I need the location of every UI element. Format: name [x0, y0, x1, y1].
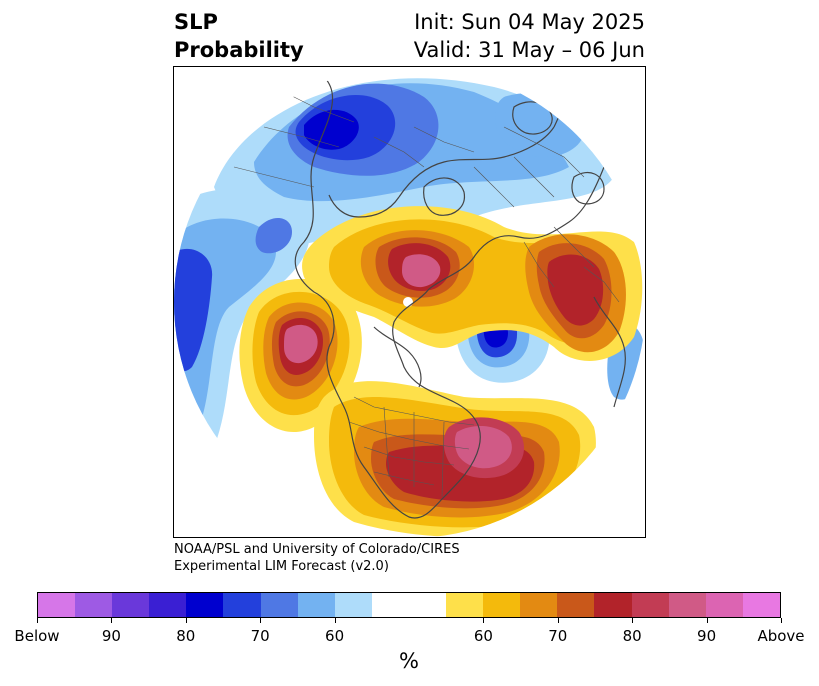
below-shading-left	[174, 188, 310, 471]
colorbar-segment	[260, 593, 298, 617]
forecast-map-svg	[174, 67, 645, 537]
colorbar-tick	[334, 618, 336, 623]
colorbar-tick-label: 80	[622, 627, 642, 645]
colorbar-segment	[631, 593, 669, 617]
colorbar-tick	[37, 618, 38, 623]
title-variable: SLP	[174, 10, 218, 34]
colorbar-segment	[38, 593, 76, 617]
colorbar	[37, 592, 781, 618]
title-type: Probability	[174, 38, 304, 62]
colorbar-tick	[111, 618, 113, 623]
colorbar-segment	[594, 593, 632, 617]
coastlines	[294, 76, 626, 519]
colorbar-segment	[297, 593, 335, 617]
colorbar-unit: %	[399, 649, 419, 673]
colorbar-tick	[706, 618, 708, 623]
colorbar-segment	[705, 593, 743, 617]
colorbar-tick-label: Above	[757, 627, 805, 645]
colorbar-segment	[223, 593, 261, 617]
colorbar-tick-label: 60	[473, 627, 493, 645]
chart-title-left: SLP Probability	[174, 8, 304, 64]
colorbar-tick-label: 90	[697, 627, 717, 645]
colorbar-segment	[371, 593, 409, 617]
colorbar-tick-label: 70	[250, 627, 270, 645]
colorbar-segment	[186, 593, 224, 617]
colorbar-tick	[557, 618, 559, 623]
colorbar-segment	[557, 593, 595, 617]
colorbar-segment	[483, 593, 521, 617]
above-shading-europe	[525, 234, 626, 353]
colorbar-tick	[632, 618, 634, 623]
colorbar-segment	[668, 593, 706, 617]
credit-line-2: Experimental LIM Forecast (v2.0)	[174, 559, 389, 574]
colorbar-segment	[75, 593, 113, 617]
colorbar-tick	[260, 618, 262, 623]
colorbar-segment	[408, 593, 447, 617]
colorbar-segment	[446, 593, 484, 617]
colorbar-tick	[483, 618, 485, 623]
colorbar-segment	[520, 593, 558, 617]
credit-text: NOAA/PSL and University of Colorado/CIRE…	[174, 541, 460, 575]
credit-line-1: NOAA/PSL and University of Colorado/CIRE…	[174, 542, 460, 557]
colorbar-segment	[112, 593, 150, 617]
valid-dates: Valid: 31 May – 06 Jun	[413, 38, 645, 62]
colorbar-tick-label: 70	[548, 627, 568, 645]
forecast-map	[173, 66, 646, 538]
chart-title-right: Init: Sun 04 May 2025 Valid: 31 May – 06…	[414, 8, 645, 64]
colorbar-tick-label: 90	[101, 627, 121, 645]
colorbar-tick-label: 80	[176, 627, 196, 645]
above-shading-north-america	[314, 381, 596, 537]
colorbar-tick-label: 60	[325, 627, 345, 645]
colorbar-tick-label: Below	[14, 627, 60, 645]
colorbar-tick	[781, 618, 782, 623]
colorbar-segment	[742, 593, 780, 617]
colorbar-segment	[334, 593, 372, 617]
init-date: Init: Sun 04 May 2025	[414, 10, 645, 34]
colorbar-tick	[185, 618, 187, 623]
colorbar-segment	[149, 593, 187, 617]
